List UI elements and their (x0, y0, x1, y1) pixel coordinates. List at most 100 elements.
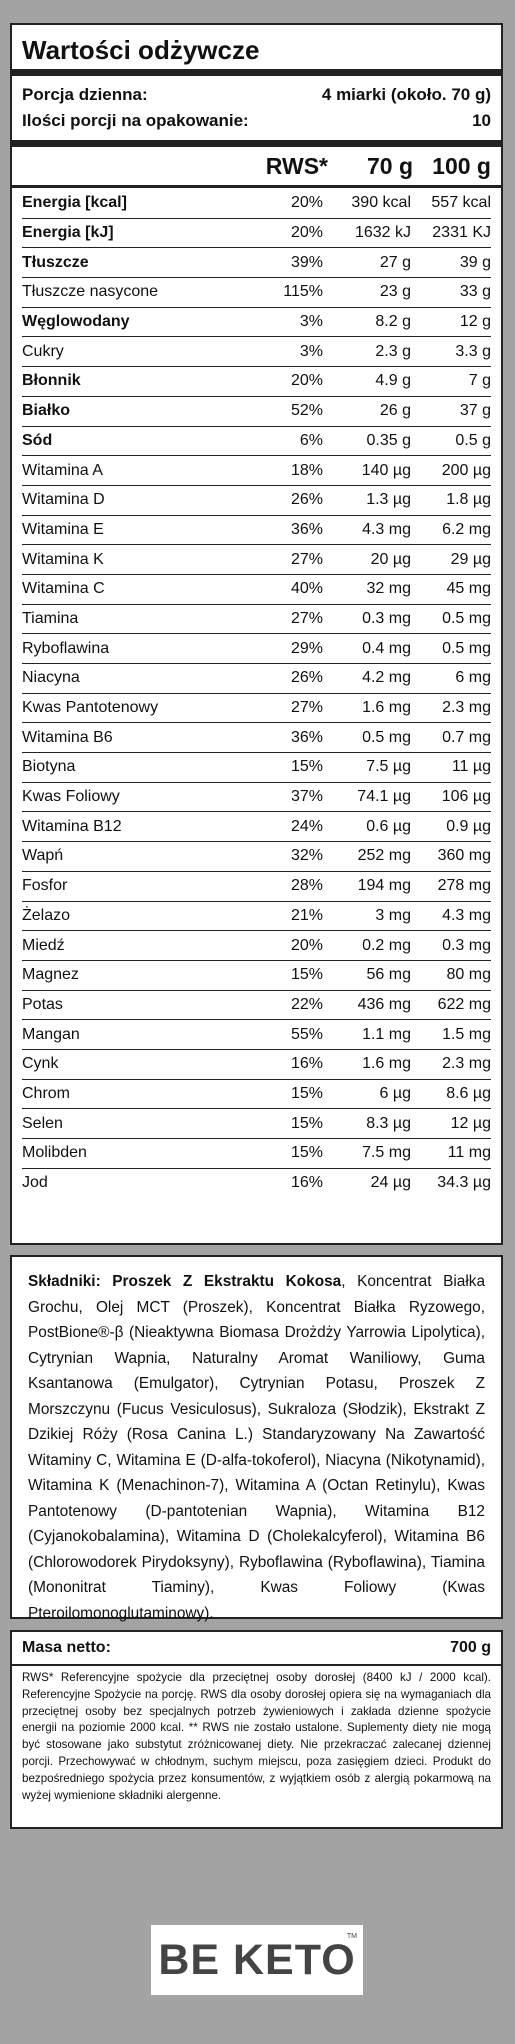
nutrient-name: Mangan (22, 1025, 80, 1043)
nutrient-row: Magnez 15% 56 mg 80 mg (22, 959, 491, 990)
nutrient-row: Jod 16% 24 µg 34.3 µg (22, 1167, 491, 1198)
nutrient-rws: 21% (290, 906, 323, 924)
nutrient-row: Mangan 55% 1.1 mg 1.5 mg (22, 1019, 491, 1049)
per-serving-header: 70 g (366, 152, 413, 179)
nutrient-name: Chrom (22, 1084, 71, 1102)
nutrient-per-serving: 32 mg (366, 580, 411, 598)
nutrient-row: Chrom 15% 6 µg 8.6 µg (22, 1078, 491, 1109)
nutrient-row: Ryboflawina 29% 0.4 mg 0.5 mg (22, 633, 491, 663)
nutrient-name: Kwas Pantotenowy (22, 699, 159, 717)
nutrient-rws: 27% (290, 699, 323, 717)
nutrient-per-100g: 80 mg (446, 966, 491, 984)
net-weight-panel: Masa netto: 700 g RWS* Referencyjne spoż… (10, 1630, 503, 1829)
nutrient-rws: 37% (290, 788, 323, 806)
nutrient-per-100g: 6.2 mg (442, 520, 491, 538)
nutrient-rws: 28% (290, 877, 323, 895)
nutrient-row: Tłuszcze nasycone 115% 23 g 33 g (22, 277, 491, 307)
rws-header: RWS* (265, 152, 328, 179)
nutrient-name: Fosfor (22, 877, 68, 895)
nutrient-rws: 39% (290, 253, 323, 271)
nutrient-per-100g: 2331 KJ (432, 224, 491, 242)
nutrient-per-serving: 4.9 g (375, 372, 411, 390)
nutrient-per-100g: 0.9 µg (446, 817, 491, 835)
nutrient-name: Witamina E (22, 520, 104, 538)
nutrient-row: Wapń 32% 252 mg 360 mg (22, 841, 491, 871)
nutrient-per-100g: 1.5 mg (442, 1025, 491, 1043)
portions-value: 10 (472, 111, 491, 130)
nutrient-name: Sód (22, 431, 53, 449)
nutrient-per-100g: 622 mg (437, 995, 491, 1013)
nutrient-name: Potas (22, 995, 63, 1013)
nutrition-title: Wartości odżywcze (22, 35, 260, 65)
nutrient-row: Energia [kJ] 20% 1632 kJ 2331 KJ (22, 217, 491, 248)
nutrient-row: Niacyna 26% 4.2 mg 6 mg (22, 663, 491, 693)
nutrient-name: Wapń (22, 847, 64, 865)
nutrient-per-100g: 12 g (459, 313, 491, 331)
nutrient-per-serving: 27 g (379, 253, 411, 271)
nutrient-per-serving: 140 µg (361, 461, 411, 479)
medium-divider (12, 185, 501, 188)
nutrient-per-100g: 0.3 mg (442, 936, 491, 954)
nutrient-per-100g: 0.5 mg (442, 609, 491, 627)
nutrient-rws: 27% (290, 550, 323, 568)
nutrient-name: Cynk (22, 1055, 59, 1073)
nutrient-row: Miedź 20% 0.2 mg 0.3 mg (22, 930, 491, 960)
ingredients-text: , Koncentrat Białka Grochu, Olej MCT (Pr… (28, 1273, 486, 1622)
nutrient-rws: 26% (290, 491, 323, 509)
nutrient-per-serving: 4.2 mg (362, 669, 411, 687)
nutrient-per-serving: 3 mg (375, 906, 411, 924)
nutrient-per-serving: 1.6 mg (362, 699, 411, 717)
nutrient-name: Magnez (22, 966, 79, 984)
nutrient-per-serving: 0.2 mg (362, 936, 411, 954)
nutrient-per-100g: 360 mg (437, 847, 491, 865)
nutrient-per-serving: 8.3 µg (366, 1114, 411, 1132)
nutrient-rws: 3% (299, 342, 323, 360)
nutrient-per-serving: 23 g (379, 283, 411, 301)
nutrient-per-serving: 7.5 µg (366, 758, 411, 776)
net-weight-row: Masa netto: 700 g (22, 1632, 491, 1664)
nutrient-row: Węglowodany 3% 8.2 g 12 g (22, 306, 491, 337)
nutrient-per-serving: 74.1 µg (357, 788, 411, 806)
nutrient-rws: 20% (290, 936, 323, 954)
nutrient-row: Potas 22% 436 mg 622 mg (22, 989, 491, 1020)
brand-logo: BE KETO TM (151, 1925, 363, 1995)
nutrient-per-serving: 1.3 µg (366, 491, 411, 509)
nutrient-rws: 15% (290, 966, 323, 984)
nutrient-row: Witamina A 18% 140 µg 200 µg (22, 455, 491, 485)
nutrient-row: Witamina B6 36% 0.5 mg 0.7 mg (22, 722, 491, 752)
nutrient-name: Jod (22, 1174, 48, 1192)
nutrient-per-100g: 106 µg (441, 788, 491, 806)
nutrient-per-serving: 1632 kJ (354, 224, 411, 242)
nutrient-rws: 16% (290, 1174, 323, 1192)
net-weight-value: 700 g (450, 1639, 491, 1656)
nutrient-per-100g: 29 µg (450, 550, 491, 568)
nutrient-per-100g: 1.8 µg (446, 491, 491, 509)
nutrient-per-serving: 56 mg (366, 966, 411, 984)
nutrient-row: Biotyna 15% 7.5 µg 11 µg (22, 752, 491, 782)
nutrient-row: Witamina C 40% 32 mg 45 mg (22, 573, 491, 604)
nutrient-rws: 20% (290, 193, 323, 211)
logo-text: BE KETO (158, 1935, 356, 1984)
nutrient-per-100g: 2.3 mg (442, 1055, 491, 1073)
nutrient-name: Białko (22, 402, 71, 420)
nutrient-rws: 26% (290, 669, 323, 687)
nutrition-facts-panel: Wartości odżywcze Porcja dzienna: 4 miar… (10, 23, 503, 1245)
nutrient-rws: 24% (290, 817, 323, 835)
nutrient-per-serving: 26 g (379, 402, 411, 420)
nutrient-per-100g: 0.7 mg (442, 728, 491, 746)
nutrient-name: Tiamina (22, 609, 79, 627)
nutrient-per-serving: 252 mg (357, 847, 411, 865)
nutrient-row: Tłuszcze 39% 27 g 39 g (22, 247, 491, 277)
serving-size-value: 4 miarki (około. 70 g) (321, 85, 491, 104)
nutrient-per-100g: 33 g (459, 283, 491, 301)
heavy-divider (12, 69, 501, 76)
nutrient-per-serving: 0.4 mg (362, 639, 411, 657)
nutrient-per-serving: 6 µg (379, 1084, 411, 1102)
nutrient-row: Witamina B12 24% 0.6 µg 0.9 µg (22, 811, 491, 841)
nutrient-per-serving: 0.35 g (366, 431, 411, 449)
ingredients-first: Proszek Z Ekstraktu Kokosa (112, 1273, 342, 1290)
nutrient-rws: 3% (299, 313, 323, 331)
nutrient-per-100g: 0.5 mg (442, 639, 491, 657)
nutrient-rws: 15% (290, 1084, 323, 1102)
nutrient-rws: 32% (290, 847, 323, 865)
